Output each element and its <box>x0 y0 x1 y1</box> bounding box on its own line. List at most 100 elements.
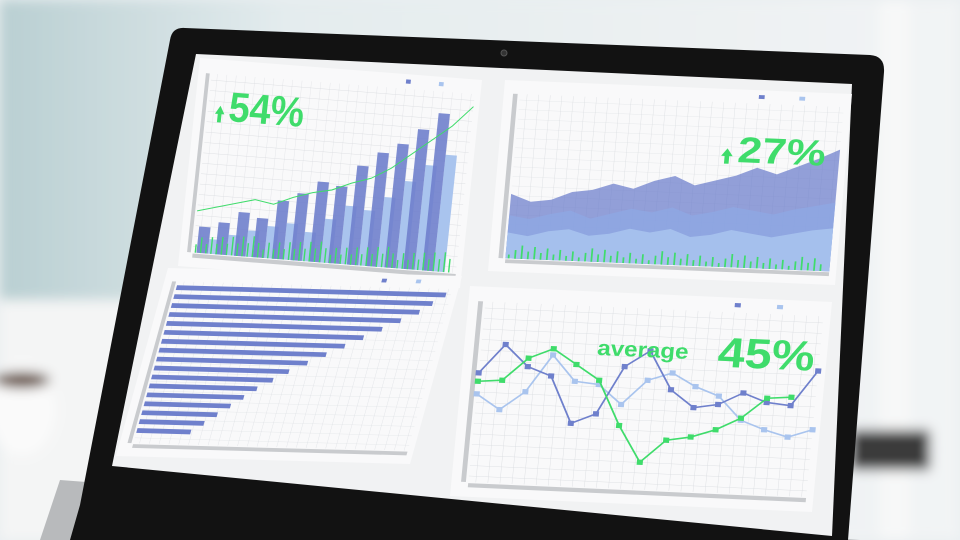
horizontal-bar <box>173 294 434 306</box>
mini-bar <box>370 253 374 267</box>
horizontal-bar <box>138 419 205 426</box>
data-point <box>475 370 482 376</box>
data-point <box>715 393 723 399</box>
data-point <box>714 401 722 408</box>
mini-bar <box>287 242 291 260</box>
chart-top-right: 27% <box>487 80 852 286</box>
mini-bar <box>427 259 430 271</box>
mini-bar <box>813 258 816 271</box>
mini-bar <box>210 237 214 254</box>
bar-light <box>433 154 457 273</box>
mini-bar <box>329 254 332 264</box>
data-point <box>692 383 699 390</box>
mini-bar <box>507 254 510 259</box>
legend-swatch <box>799 96 806 101</box>
mini-bar <box>774 264 778 270</box>
data-point <box>740 390 747 396</box>
mini-bar <box>787 265 790 270</box>
data-point <box>617 401 625 408</box>
mini-bar <box>660 251 664 265</box>
bar-dark <box>403 129 430 270</box>
data-point <box>667 387 675 393</box>
mini-bar <box>545 248 549 260</box>
mini-bar <box>256 242 260 258</box>
mini-bar <box>564 255 568 261</box>
data-point <box>621 363 628 370</box>
mini-bar <box>622 257 625 264</box>
mini-bar <box>577 257 580 262</box>
mini-bar <box>768 258 772 269</box>
mini-bar <box>411 252 415 270</box>
data-point <box>592 411 600 417</box>
data-point <box>787 402 794 409</box>
horizontal-bar <box>155 356 309 366</box>
mini-bar <box>313 248 317 262</box>
bar-dark <box>290 193 309 261</box>
mini-bar <box>539 252 542 260</box>
bar-dark <box>328 185 348 264</box>
x-axis <box>467 483 807 503</box>
mini-bar <box>641 254 644 264</box>
legend-swatch <box>405 79 411 84</box>
mini-bar <box>634 258 638 264</box>
mini-bar <box>584 252 587 262</box>
mini-bar <box>558 249 562 261</box>
legend-swatch <box>438 81 444 87</box>
mini-bar <box>596 254 600 263</box>
horizontal-bar <box>168 312 402 324</box>
data-point <box>763 395 771 402</box>
data-point <box>814 368 822 374</box>
mini-bar <box>277 242 281 260</box>
chart-bottom-left <box>116 268 463 465</box>
bar-dark <box>271 200 290 260</box>
headline-45: 45% <box>716 329 817 380</box>
y-axis <box>187 73 210 253</box>
mini-bar <box>520 245 524 259</box>
mini-bar <box>736 259 740 268</box>
mini-bar <box>666 257 670 265</box>
mini-bar <box>533 246 536 260</box>
data-point <box>763 399 770 406</box>
data-point <box>498 377 506 383</box>
data-point <box>644 377 651 384</box>
bar-dark <box>365 152 389 267</box>
green-line <box>197 106 474 212</box>
mini-bar <box>552 254 555 261</box>
data-point <box>571 378 579 385</box>
chart-bottom-right: average 45% <box>449 286 833 512</box>
data-point <box>662 437 670 443</box>
data-point <box>473 391 480 397</box>
average-label: average <box>596 335 689 363</box>
mini-bar <box>230 236 235 256</box>
mini-bar <box>603 249 606 263</box>
data-point <box>496 406 503 413</box>
mini-bar <box>303 248 306 262</box>
mini-bar <box>416 259 420 271</box>
mini-bar <box>749 261 752 269</box>
mini-bar <box>793 261 797 270</box>
mini-bar <box>235 243 239 256</box>
data-point <box>647 348 654 354</box>
mini-bar <box>800 256 804 271</box>
horizontal-bar <box>170 303 421 315</box>
headline-27: 27% <box>736 129 828 174</box>
horizontal-bar <box>163 329 365 341</box>
mini-bar <box>781 259 784 270</box>
mini-bar <box>615 251 619 263</box>
data-point <box>669 370 676 376</box>
mini-bar <box>375 246 380 267</box>
mini-bar <box>755 256 759 269</box>
mini-bar <box>711 257 714 267</box>
y-axis <box>498 93 518 259</box>
mini-bar <box>406 259 409 270</box>
mini-bar <box>349 254 353 265</box>
data-point <box>550 345 557 352</box>
mini-bar <box>246 243 250 257</box>
bar-dark <box>346 165 369 266</box>
mini-bar <box>571 251 574 262</box>
mini-bar <box>806 262 810 271</box>
mini-bar <box>762 262 765 269</box>
data-point <box>595 377 603 384</box>
mini-bar <box>432 252 436 272</box>
data-point <box>636 459 644 465</box>
